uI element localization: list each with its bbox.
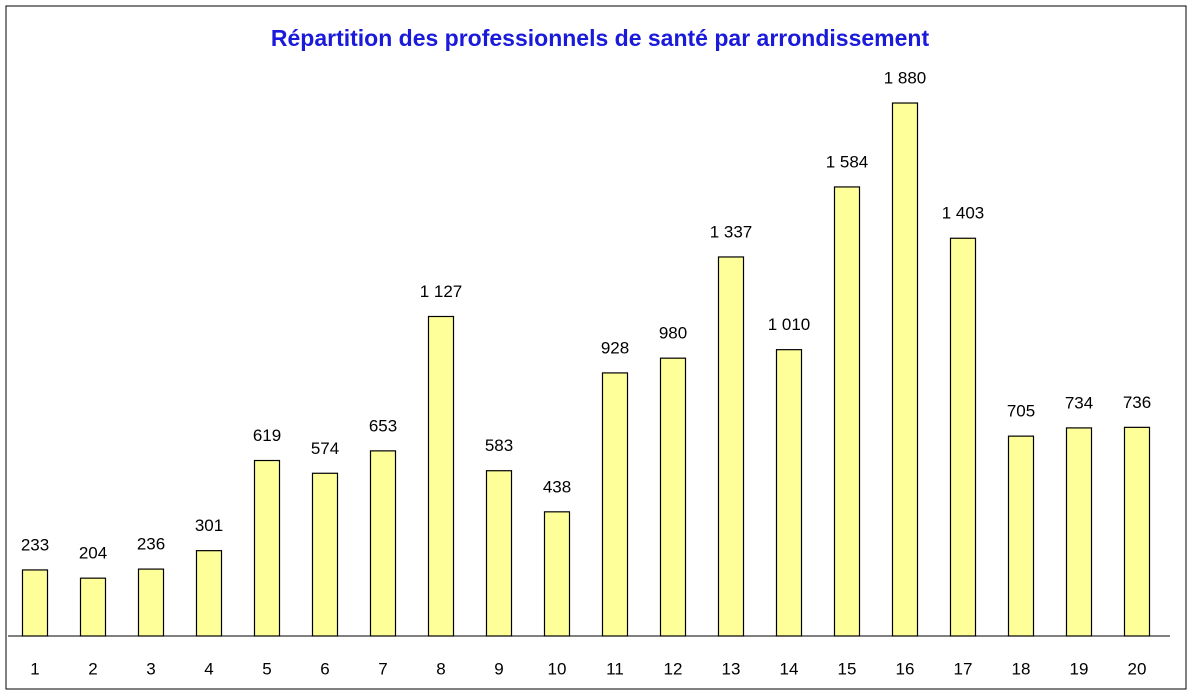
x-tick-label: 3 — [146, 659, 155, 678]
data-label: 1 403 — [942, 204, 985, 223]
bar — [253, 459, 281, 637]
bar — [833, 186, 861, 637]
data-label: 1 010 — [768, 315, 811, 334]
x-tick-label: 17 — [954, 659, 973, 678]
data-label: 204 — [79, 544, 107, 563]
x-tick-label: 4 — [204, 659, 213, 678]
bar — [427, 315, 455, 637]
x-tick-label: 15 — [838, 659, 857, 678]
bar — [543, 511, 571, 637]
data-label: 233 — [21, 535, 49, 554]
data-label: 734 — [1065, 393, 1093, 412]
x-tick-label: 2 — [88, 659, 97, 678]
bar — [717, 256, 745, 637]
bar — [601, 372, 629, 637]
data-label: 1 584 — [826, 152, 869, 171]
data-label: 619 — [253, 426, 281, 445]
x-tick-label: 1 — [30, 659, 39, 678]
bar — [1123, 426, 1151, 637]
bar — [369, 450, 397, 637]
data-label: 928 — [601, 338, 629, 357]
x-tick-label: 19 — [1070, 659, 1089, 678]
data-label: 574 — [311, 439, 339, 458]
data-label: 1 127 — [420, 282, 463, 301]
bar — [195, 550, 223, 637]
data-label: 653 — [369, 416, 397, 435]
x-tick-label: 6 — [320, 659, 329, 678]
bar — [21, 569, 49, 637]
data-label: 705 — [1007, 402, 1035, 421]
x-tick-label: 20 — [1128, 659, 1147, 678]
data-label: 1 337 — [710, 222, 753, 241]
x-tick-label: 16 — [896, 659, 915, 678]
bar — [1065, 427, 1093, 637]
data-label: 736 — [1123, 393, 1151, 412]
x-tick-label: 10 — [548, 659, 567, 678]
bar — [1007, 435, 1035, 637]
x-tick-label: 8 — [436, 659, 445, 678]
chart-title: Répartition des professionnels de santé … — [271, 25, 930, 51]
bar — [137, 568, 165, 637]
data-label: 980 — [659, 324, 687, 343]
data-label: 1 880 — [884, 69, 927, 88]
bar — [311, 472, 339, 637]
bar — [891, 102, 919, 637]
bar — [79, 577, 107, 637]
x-tick-label: 14 — [780, 659, 799, 678]
data-label: 236 — [137, 535, 165, 554]
bar — [949, 237, 977, 637]
data-label: 438 — [543, 477, 571, 496]
x-tick-label: 11 — [606, 659, 624, 678]
x-tick-label: 7 — [378, 659, 387, 678]
x-tick-label: 12 — [664, 659, 683, 678]
bar — [659, 357, 687, 637]
x-tick-label: 9 — [494, 659, 503, 678]
x-tick-label: 13 — [722, 659, 741, 678]
data-label: 583 — [485, 436, 513, 455]
data-label: 301 — [195, 516, 223, 535]
x-tick-label: 18 — [1012, 659, 1031, 678]
bar — [485, 470, 513, 637]
bar — [775, 349, 803, 637]
x-tick-label: 5 — [262, 659, 271, 678]
